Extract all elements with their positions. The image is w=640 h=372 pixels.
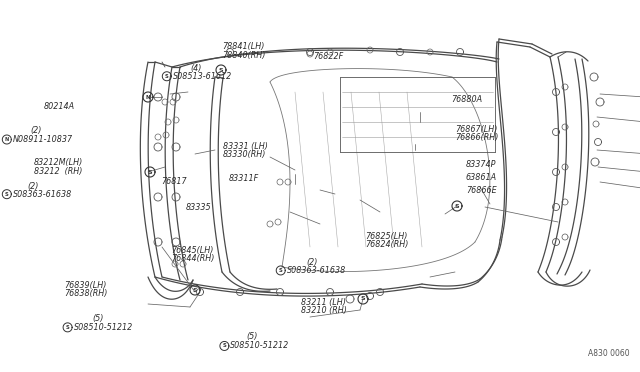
Text: S: S [454, 203, 460, 208]
Text: S: S [279, 268, 283, 273]
Text: 78840(RH): 78840(RH) [223, 51, 266, 60]
Text: 80214A: 80214A [44, 102, 75, 111]
Text: S08510-51212: S08510-51212 [230, 341, 290, 350]
Text: 83330(RH): 83330(RH) [223, 150, 266, 159]
Text: 76817: 76817 [161, 177, 187, 186]
Text: 76822F: 76822F [314, 52, 344, 61]
Text: 76866(RH): 76866(RH) [456, 133, 499, 142]
Text: S: S [193, 288, 197, 292]
Text: S: S [66, 325, 70, 330]
Text: (2): (2) [31, 126, 42, 135]
Text: 76880A: 76880A [451, 95, 483, 104]
Text: S: S [219, 67, 223, 73]
Text: S08510-51212: S08510-51212 [74, 323, 133, 332]
Text: 63861A: 63861A [466, 173, 497, 182]
Text: 76866E: 76866E [466, 186, 497, 195]
Text: 83212  (RH): 83212 (RH) [34, 167, 83, 176]
Text: 83212M(LH): 83212M(LH) [34, 158, 83, 167]
Text: 76867(LH): 76867(LH) [456, 125, 498, 134]
Text: 76839(LH): 76839(LH) [64, 281, 106, 290]
Text: N: N [146, 94, 150, 99]
Text: N08911-10837: N08911-10837 [13, 135, 73, 144]
Text: 83311F: 83311F [229, 174, 259, 183]
Text: 78841(LH): 78841(LH) [223, 42, 265, 51]
Text: 76844(RH): 76844(RH) [172, 254, 215, 263]
Text: (5): (5) [246, 332, 258, 341]
Text: (2): (2) [28, 182, 39, 190]
Text: (2): (2) [306, 258, 317, 267]
Text: 76825(LH): 76825(LH) [365, 232, 407, 241]
Text: S08363-61638: S08363-61638 [287, 266, 346, 275]
Text: S08363-61638: S08363-61638 [13, 190, 72, 199]
Text: S08513-61612: S08513-61612 [173, 72, 232, 81]
Text: S: S [5, 192, 9, 197]
Text: 76838(RH): 76838(RH) [64, 289, 108, 298]
Text: A830 0060: A830 0060 [588, 350, 630, 359]
Text: 83211 (LH): 83211 (LH) [301, 298, 346, 307]
Text: N: N [4, 137, 9, 142]
Text: 83210 (RH): 83210 (RH) [301, 306, 347, 315]
Text: S: S [165, 74, 169, 79]
Text: (4): (4) [191, 64, 202, 73]
Text: 83331 (LH): 83331 (LH) [223, 142, 268, 151]
Text: 83335: 83335 [186, 203, 211, 212]
Text: 76845(LH): 76845(LH) [172, 246, 214, 255]
Text: S: S [148, 170, 152, 174]
Text: 83374P: 83374P [466, 160, 497, 169]
Text: S: S [361, 296, 365, 301]
Text: S: S [223, 343, 227, 349]
Text: (5): (5) [93, 314, 104, 323]
Text: 76824(RH): 76824(RH) [365, 240, 408, 249]
